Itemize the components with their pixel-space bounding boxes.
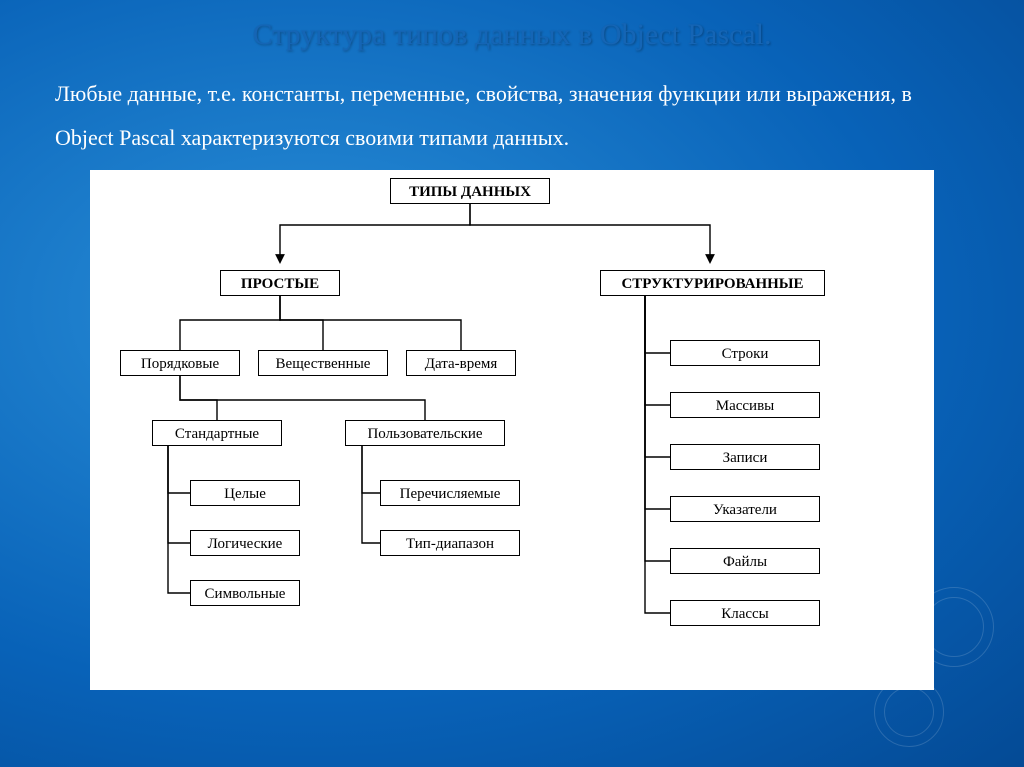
decoration-ripple [914, 587, 994, 667]
decoration-ripple [874, 677, 944, 747]
slide-title: Структура типов данных в Object Pascal. [0, 0, 1024, 52]
node-root: ТИПЫ ДАННЫХ [390, 178, 550, 204]
node-boolean: Логические [190, 530, 300, 556]
node-classes: Классы [670, 600, 820, 626]
node-simple: ПРОСТЫЕ [220, 270, 340, 296]
node-records: Записи [670, 444, 820, 470]
intro-paragraph: Любые данные, т.е. константы, переменные… [0, 52, 1024, 170]
diagram-container: ТИПЫ ДАННЫХ ПРОСТЫЕ СТРУКТУРИРОВАННЫЕ Поряд… [90, 170, 934, 690]
node-pointers: Указатели [670, 496, 820, 522]
node-ordinal: Порядковые [120, 350, 240, 376]
node-char: Символьные [190, 580, 300, 606]
node-files: Файлы [670, 548, 820, 574]
node-integer: Целые [190, 480, 300, 506]
node-user: Пользовательские [345, 420, 505, 446]
node-enum: Перечисляемые [380, 480, 520, 506]
node-real: Вещественные [258, 350, 388, 376]
node-standard: Стандартные [152, 420, 282, 446]
node-datetime: Дата-время [406, 350, 516, 376]
node-range: Тип-диапазон [380, 530, 520, 556]
node-strings: Строки [670, 340, 820, 366]
node-arrays: Массивы [670, 392, 820, 418]
node-structured: СТРУКТУРИРОВАННЫЕ [600, 270, 825, 296]
